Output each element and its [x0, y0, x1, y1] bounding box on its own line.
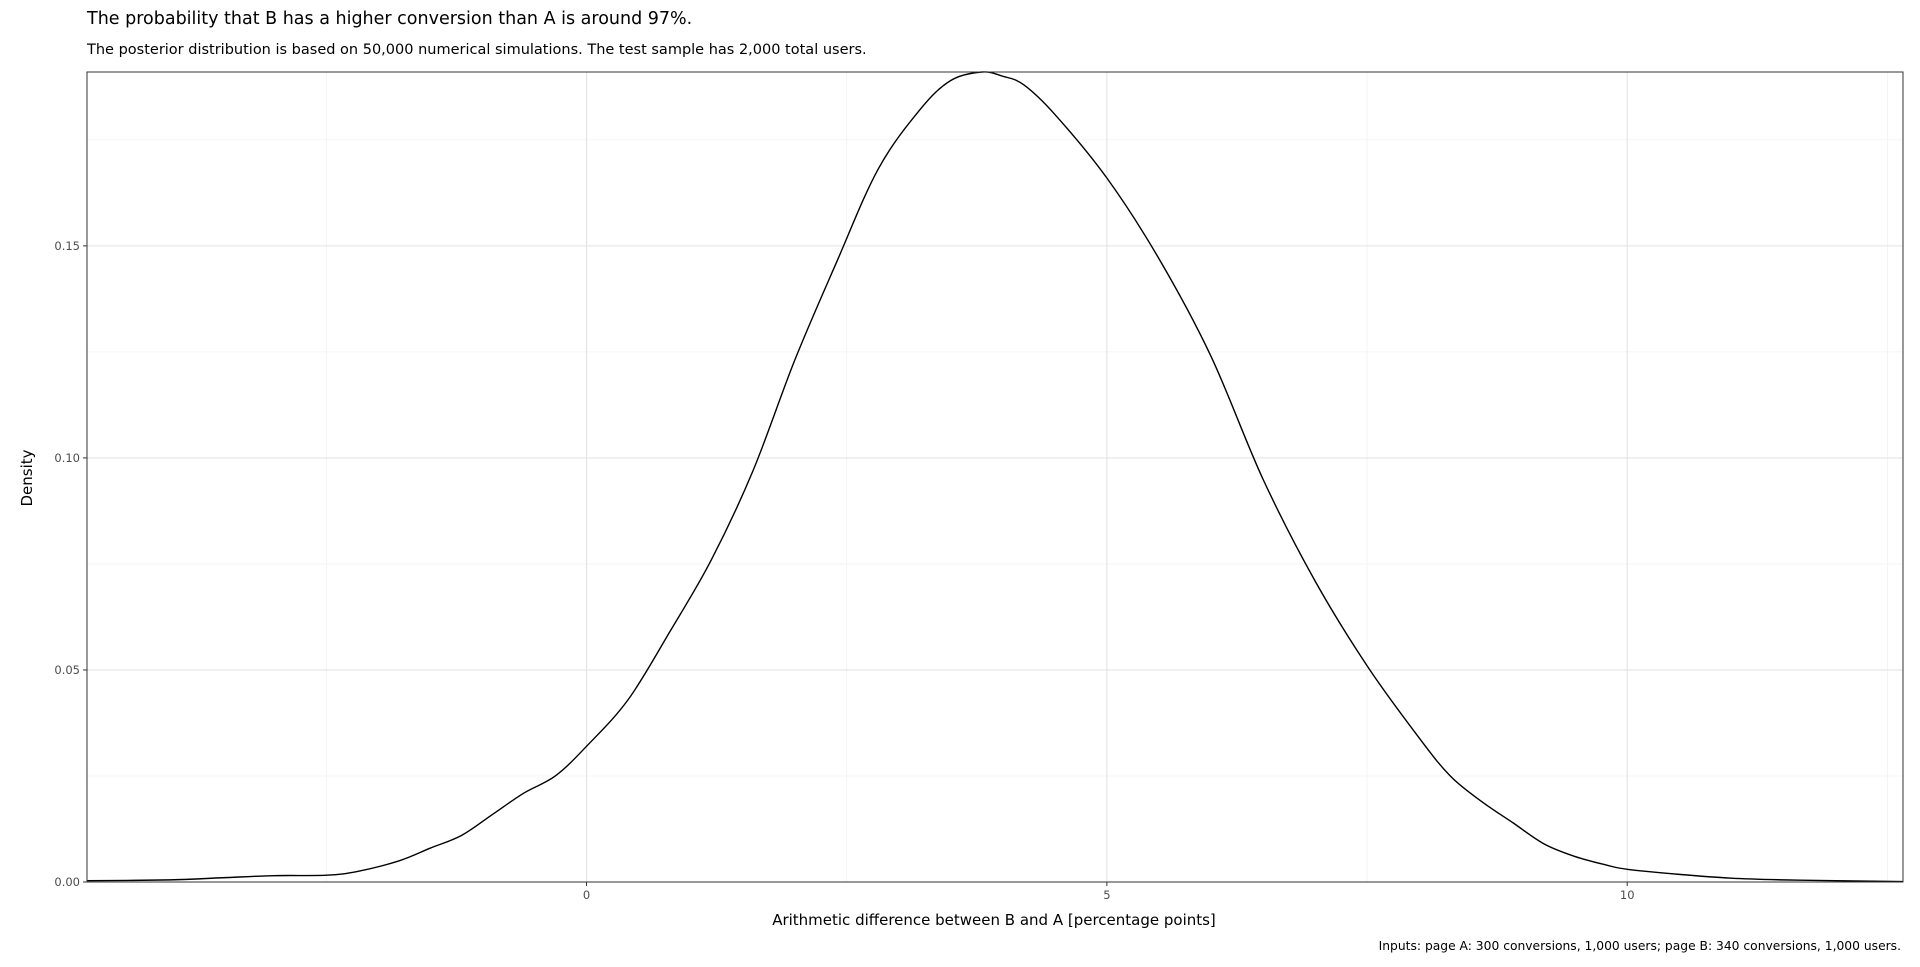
y-tick-label: 0.00: [54, 875, 80, 889]
x-tick-label: 5: [1103, 888, 1110, 902]
x-axis: 0 5 10: [583, 882, 1635, 902]
x-axis-label: Arithmetic difference between B and A [p…: [772, 911, 1216, 929]
y-tick-label: 0.10: [54, 451, 80, 465]
plot-panel-border: [86, 71, 1904, 883]
minor-grid: [87, 72, 1903, 882]
y-axis-label: Density: [18, 449, 36, 507]
y-tick-label: 0.05: [54, 663, 80, 677]
chart-caption: Inputs: page A: 300 conversions, 1,000 u…: [1378, 939, 1901, 953]
y-axis: 0.00 0.05 0.10 0.15: [54, 239, 87, 889]
x-tick-label: 10: [1620, 888, 1635, 902]
x-tick-label: 0: [583, 888, 590, 902]
plot-panel-background: [87, 72, 1903, 882]
y-tick-label: 0.15: [54, 239, 80, 253]
chart-subtitle: The posterior distribution is based on 5…: [87, 42, 867, 58]
chart-title: The probability that B has a higher conv…: [87, 9, 693, 29]
